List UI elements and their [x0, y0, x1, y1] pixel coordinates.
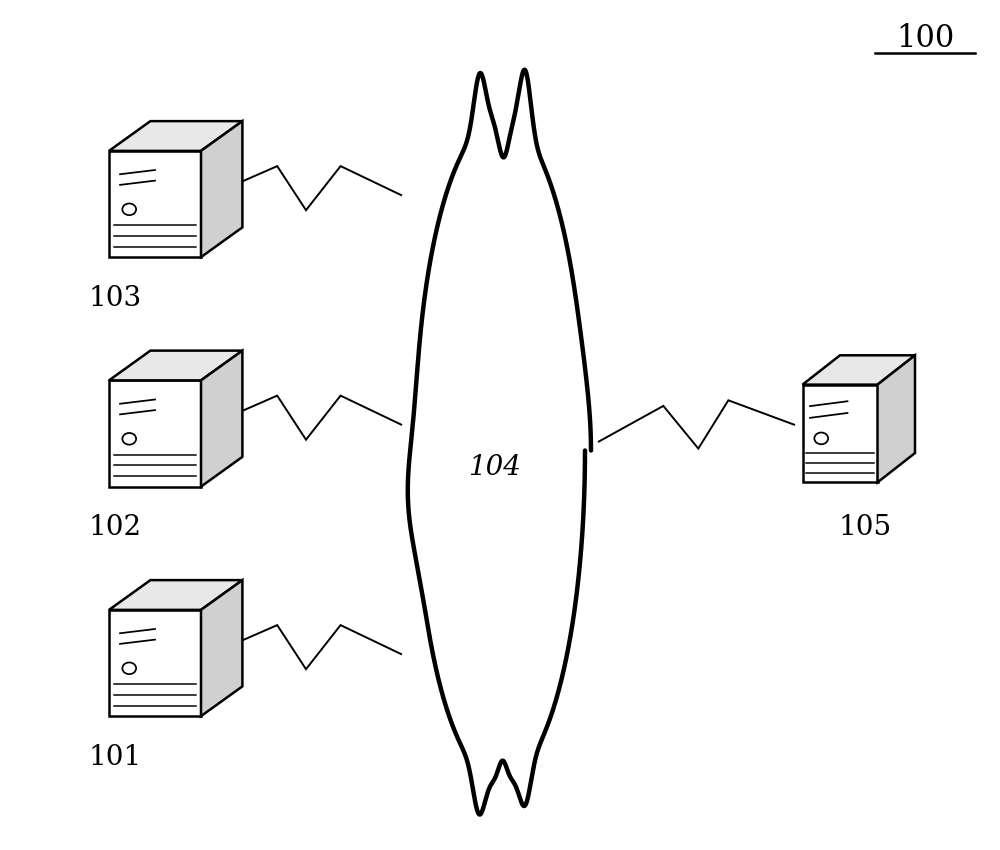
Polygon shape: [109, 581, 242, 610]
Polygon shape: [109, 610, 201, 716]
Polygon shape: [109, 351, 242, 381]
Circle shape: [122, 203, 136, 215]
Text: 103: 103: [88, 285, 142, 312]
Polygon shape: [201, 351, 242, 486]
Polygon shape: [109, 151, 201, 258]
Circle shape: [122, 662, 136, 674]
Text: 102: 102: [88, 514, 142, 541]
Text: 104: 104: [469, 454, 521, 481]
Polygon shape: [201, 122, 242, 258]
Polygon shape: [802, 355, 915, 384]
Circle shape: [122, 433, 136, 445]
Polygon shape: [109, 122, 242, 151]
Polygon shape: [802, 384, 878, 483]
Polygon shape: [109, 381, 201, 486]
Circle shape: [814, 433, 828, 445]
Polygon shape: [878, 355, 915, 483]
Polygon shape: [408, 70, 591, 814]
Text: 105: 105: [838, 514, 892, 541]
Polygon shape: [201, 581, 242, 716]
Text: 101: 101: [88, 744, 142, 771]
Text: 100: 100: [896, 23, 954, 54]
